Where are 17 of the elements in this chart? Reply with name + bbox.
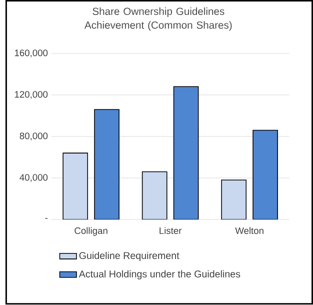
- x-tick-label: Colligan: [74, 227, 108, 236]
- y-tick-label: 80,000: [20, 132, 48, 141]
- legend-label: Guideline Requirement: [79, 252, 180, 262]
- x-tick-label: Welton: [235, 227, 264, 234]
- chart-title: Share Ownership Guidelines Achievement (Common Shares): [84, 8, 232, 31]
- legend-label: Actual Holdings under the Guidelines: [78, 270, 240, 280]
- bar: [173, 86, 199, 220]
- bar: [252, 130, 278, 220]
- bar: [142, 172, 168, 220]
- y-tick-label: 40,000: [20, 174, 48, 182]
- bar: [94, 109, 120, 220]
- bar: [221, 180, 247, 220]
- bar: [62, 152, 88, 220]
- y-tick-label: 160,000: [14, 50, 48, 58]
- y-tick-label: -: [45, 218, 48, 219]
- y-tick-label: 120,000: [14, 91, 48, 100]
- x-tick-label: Lister: [160, 227, 182, 234]
